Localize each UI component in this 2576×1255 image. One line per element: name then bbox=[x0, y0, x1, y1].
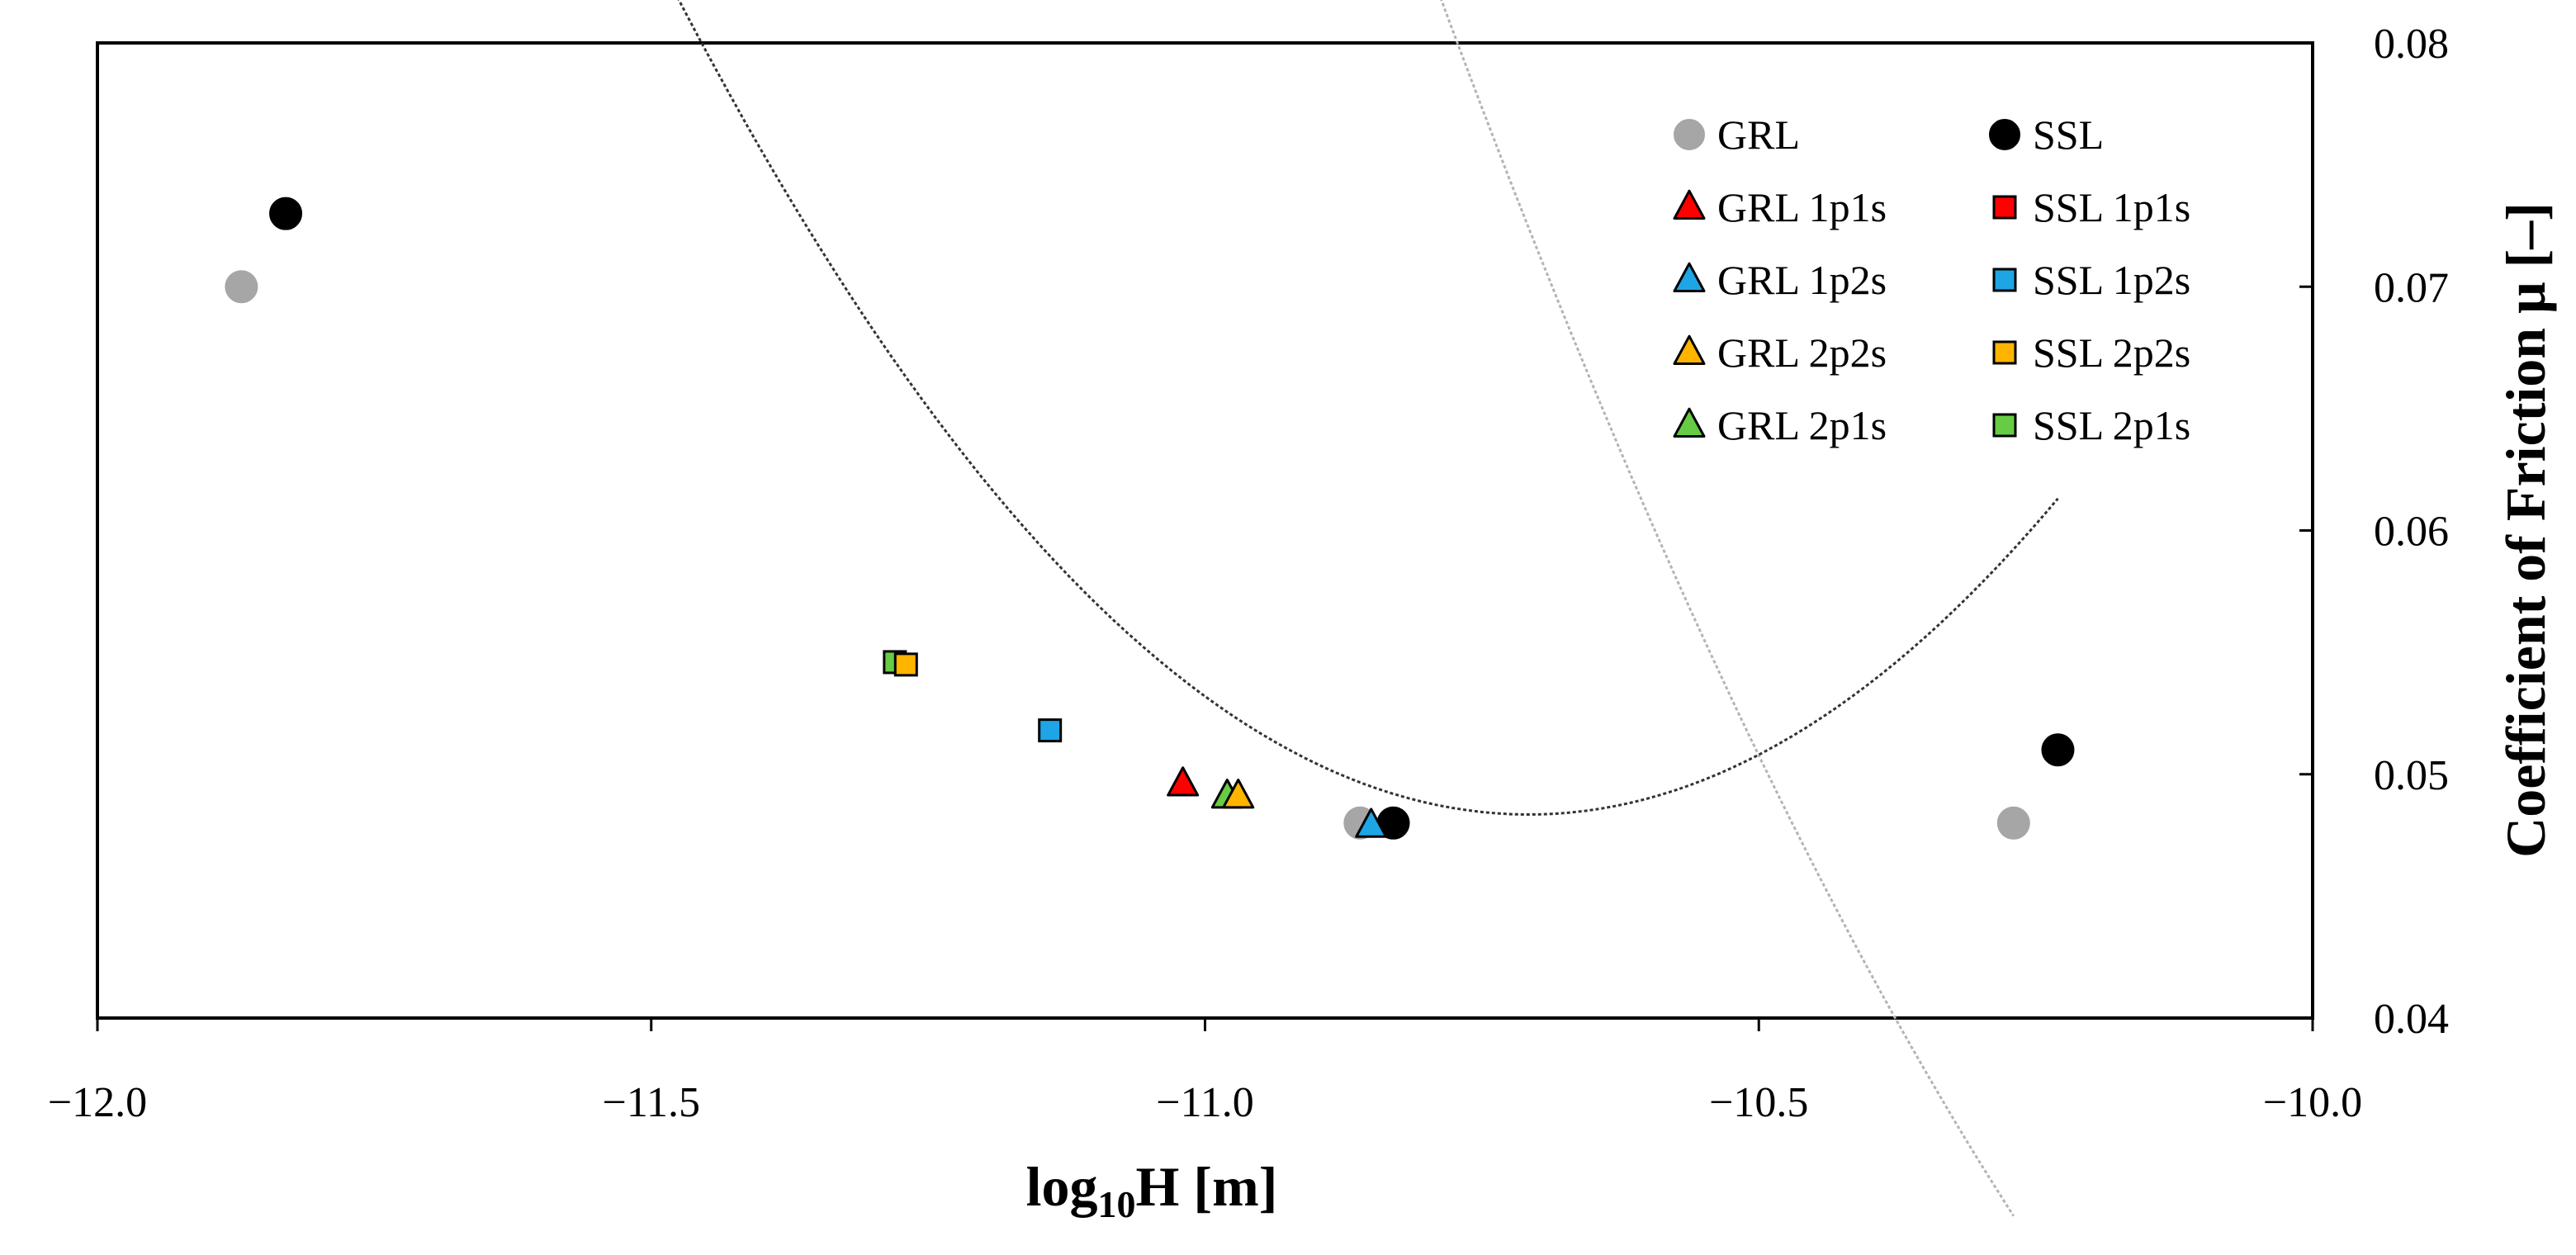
grl-point-1 bbox=[225, 270, 258, 304]
legend-marker-ssl-2p1s bbox=[1992, 413, 2017, 438]
legend-marker-ssl-1p1s bbox=[1992, 195, 2017, 220]
legend-label-grl-2p1s: GRL 2p1s bbox=[1717, 402, 1887, 448]
legend-label-grl-2p2s: GRL 2p2s bbox=[1717, 329, 1887, 376]
legend-item-ssl: SSL bbox=[1989, 111, 2104, 158]
legend-item-grl-2p2s: GRL 2p2s bbox=[1673, 329, 1887, 376]
legend-marker-grl bbox=[1674, 119, 1705, 150]
x-axis-title: log10H [m] bbox=[1026, 1155, 1278, 1225]
y-tick-label: 0.08 bbox=[2374, 21, 2449, 68]
legend-item-ssl-1p1s: SSL 1p1s bbox=[1992, 184, 2190, 230]
plot-frame bbox=[96, 41, 2314, 1020]
legend-item-grl-1p2s: GRL 1p2s bbox=[1673, 257, 1887, 303]
trendline-layer bbox=[677, 0, 2059, 1217]
grl-fit-trendline bbox=[1440, 0, 2015, 1217]
legend-marker-ssl-2p2s bbox=[1992, 340, 2017, 365]
ssl-2p2s-point-1 bbox=[893, 652, 918, 677]
legend: GRL SSL GRL 1p1s SSL 1p1s GRL 1p2s SSL 1p2s GR… bbox=[1673, 111, 2190, 448]
tick-layer: −12.0 −11.5 −11.0 −10.5 −10.0 0.04 0.05 0.06 0.0… bbox=[48, 21, 2449, 1126]
x-tick-label: −11.5 bbox=[603, 1079, 700, 1126]
legend-label-grl-1p1s: GRL 1p1s bbox=[1717, 184, 1887, 230]
grl-1p2s-point-1 bbox=[1355, 807, 1388, 838]
x-tick-label: −11.0 bbox=[1156, 1079, 1253, 1126]
legend-label-ssl-1p1s: SSL 1p1s bbox=[2033, 184, 2190, 230]
grl-1p1s-point-1 bbox=[1167, 766, 1200, 797]
y-tick-label: 0.06 bbox=[2374, 509, 2449, 556]
x-tick-label: −10.5 bbox=[1709, 1079, 1808, 1126]
legend-marker-grl-1p2s bbox=[1673, 262, 1706, 292]
x-tick-label: −12.0 bbox=[48, 1079, 147, 1126]
legend-label-ssl-2p2s: SSL 2p2s bbox=[2033, 329, 2190, 376]
x-tick-label: −10.0 bbox=[2263, 1079, 2362, 1126]
legend-label-grl-1p2s: GRL 1p2s bbox=[1717, 257, 1887, 303]
legend-label-ssl-1p2s: SSL 1p2s bbox=[2033, 257, 2190, 303]
legend-item-ssl-2p2s: SSL 2p2s bbox=[1992, 329, 2190, 376]
data-point-layer bbox=[225, 197, 2075, 840]
y-tick-label: 0.04 bbox=[2374, 996, 2449, 1043]
y-tick-label: 0.05 bbox=[2374, 752, 2449, 799]
legend-item-grl: GRL bbox=[1674, 111, 1800, 158]
y-axis-title: Coefficient of Friction μ [–] bbox=[2494, 202, 2557, 858]
grl-2p2s-point-1 bbox=[1222, 779, 1255, 809]
legend-label-ssl: SSL bbox=[2033, 111, 2104, 158]
y-tick-label: 0.07 bbox=[2374, 264, 2449, 311]
legend-marker-grl-1p1s bbox=[1673, 189, 1706, 220]
legend-label-ssl-2p1s: SSL 2p1s bbox=[2033, 402, 2190, 448]
legend-item-grl-2p1s: GRL 2p1s bbox=[1673, 402, 1887, 448]
legend-label-grl: GRL bbox=[1717, 111, 1800, 158]
legend-marker-grl-2p1s bbox=[1673, 407, 1706, 438]
ssl-point-1 bbox=[269, 197, 303, 230]
legend-marker-ssl bbox=[1989, 119, 2020, 150]
legend-item-grl-1p1s: GRL 1p1s bbox=[1673, 184, 1887, 230]
legend-marker-ssl-1p2s bbox=[1992, 268, 2017, 292]
ssl-fit-trendline bbox=[677, 0, 2059, 817]
legend-item-ssl-1p2s: SSL 1p2s bbox=[1992, 257, 2190, 303]
legend-item-ssl-2p1s: SSL 2p1s bbox=[1992, 402, 2190, 448]
ssl-point-3 bbox=[2041, 733, 2075, 767]
legend-marker-grl-2p2s bbox=[1673, 334, 1706, 365]
ssl-1p2s-point-1 bbox=[1038, 718, 1063, 743]
grl-point-3 bbox=[1996, 806, 2030, 840]
